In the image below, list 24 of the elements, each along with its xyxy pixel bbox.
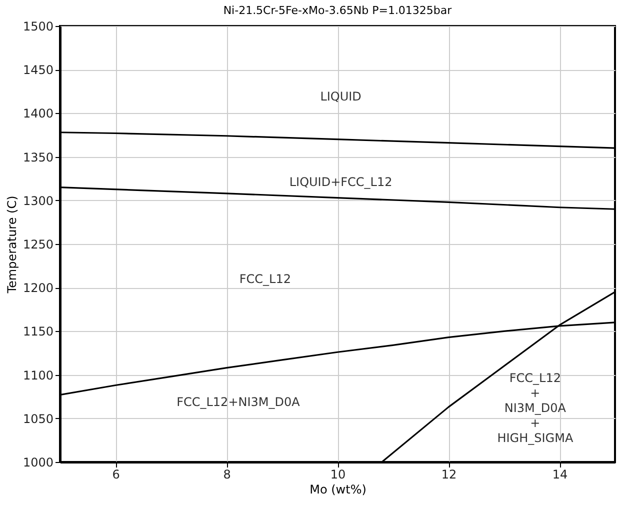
x-tick-label: 10 xyxy=(330,468,346,482)
x-axis-title: Mo (wt%) xyxy=(310,482,366,496)
annotation: FCC_L12 + NI3M_D0A + HIGH_SIGMA xyxy=(497,371,574,445)
y-tick-label: 1300 xyxy=(22,194,54,208)
y-tick-label: 1200 xyxy=(22,281,54,296)
annotation: LIQUID xyxy=(320,89,362,104)
y-tick-label: 1400 xyxy=(22,106,54,121)
chart-title: Ni-21.5Cr-5Fe-xMo-3.65Nb P=1.01325bar xyxy=(223,4,452,17)
y-axis-title: Temperature (C) xyxy=(4,196,19,294)
x-tick-label: 12 xyxy=(441,468,457,482)
x-tick-label: 14 xyxy=(552,468,568,482)
y-tick-label: 1350 xyxy=(22,150,54,164)
y-tick-label: 1250 xyxy=(22,238,54,252)
y-tick-label: 1100 xyxy=(22,368,54,382)
y-tick-label: 1150 xyxy=(22,324,54,339)
x-tick-label: 8 xyxy=(223,468,231,482)
x-tick-label: 6 xyxy=(112,468,120,482)
y-tick-label: 1500 xyxy=(22,20,54,34)
y-tick-label: 1000 xyxy=(22,456,54,470)
annotation: LIQUID+FCC_L12 xyxy=(289,175,392,190)
y-tick-label: 1050 xyxy=(22,412,54,426)
y-tick-label: 1450 xyxy=(22,63,54,78)
annotation: FCC_L12 xyxy=(239,272,292,286)
annotation: FCC_L12+NI3M_D0A xyxy=(176,395,301,410)
